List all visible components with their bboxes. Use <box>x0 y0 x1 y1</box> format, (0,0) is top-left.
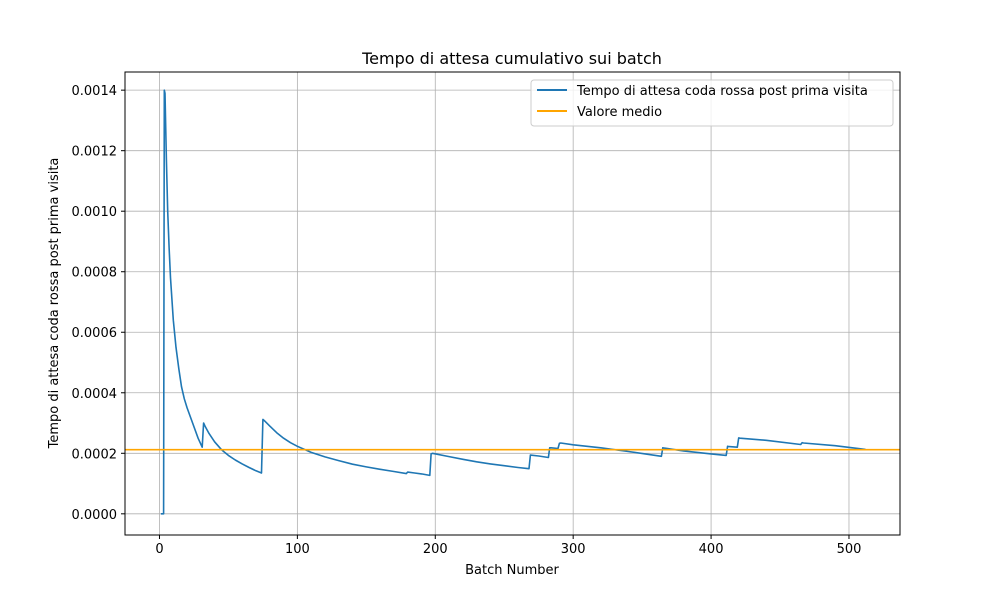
chart-title: Tempo di attesa cumulativo sui batch <box>361 49 662 68</box>
grid-lines <box>125 72 900 535</box>
y-tick-label: 0.0006 <box>72 326 118 341</box>
x-tick-label: 500 <box>837 542 862 557</box>
y-axis-label: Tempo di attesa coda rossa post prima vi… <box>47 158 62 450</box>
y-tick-label: 0.0002 <box>72 447 118 462</box>
x-tick-label: 200 <box>423 542 448 557</box>
y-tick-label: 0.0014 <box>72 84 118 99</box>
y-ticks: 0.0000 0.0002 0.0004 0.0006 0.0008 0.0010 0.00… <box>72 84 125 523</box>
legend: Tempo di attesa coda rossa post prima vi… <box>530 79 894 127</box>
legend-box <box>530 79 894 127</box>
y-tick-label: 0.0010 <box>72 205 118 220</box>
x-tick-label: 0 <box>155 542 163 557</box>
legend-label-series-1: Tempo di attesa coda rossa post prima vi… <box>576 84 868 99</box>
plot-frame <box>124 71 901 536</box>
y-tick-label: 0.0012 <box>72 145 118 160</box>
y-tick-label: 0.0004 <box>72 387 118 402</box>
x-axis-label: Batch Number <box>465 563 559 578</box>
x-tick-label: 100 <box>285 542 310 557</box>
x-tick-label: 300 <box>561 542 586 557</box>
y-tick-label: 0.0008 <box>72 266 118 281</box>
y-tick-label: 0.0000 <box>72 508 118 523</box>
series-line-waiting-time <box>160 89 866 515</box>
series-area <box>125 89 900 515</box>
x-ticks: 0 100 200 300 400 500 <box>155 535 861 557</box>
x-tick-label: 400 <box>699 542 724 557</box>
legend-label-series-2: Valore medio <box>577 105 662 120</box>
